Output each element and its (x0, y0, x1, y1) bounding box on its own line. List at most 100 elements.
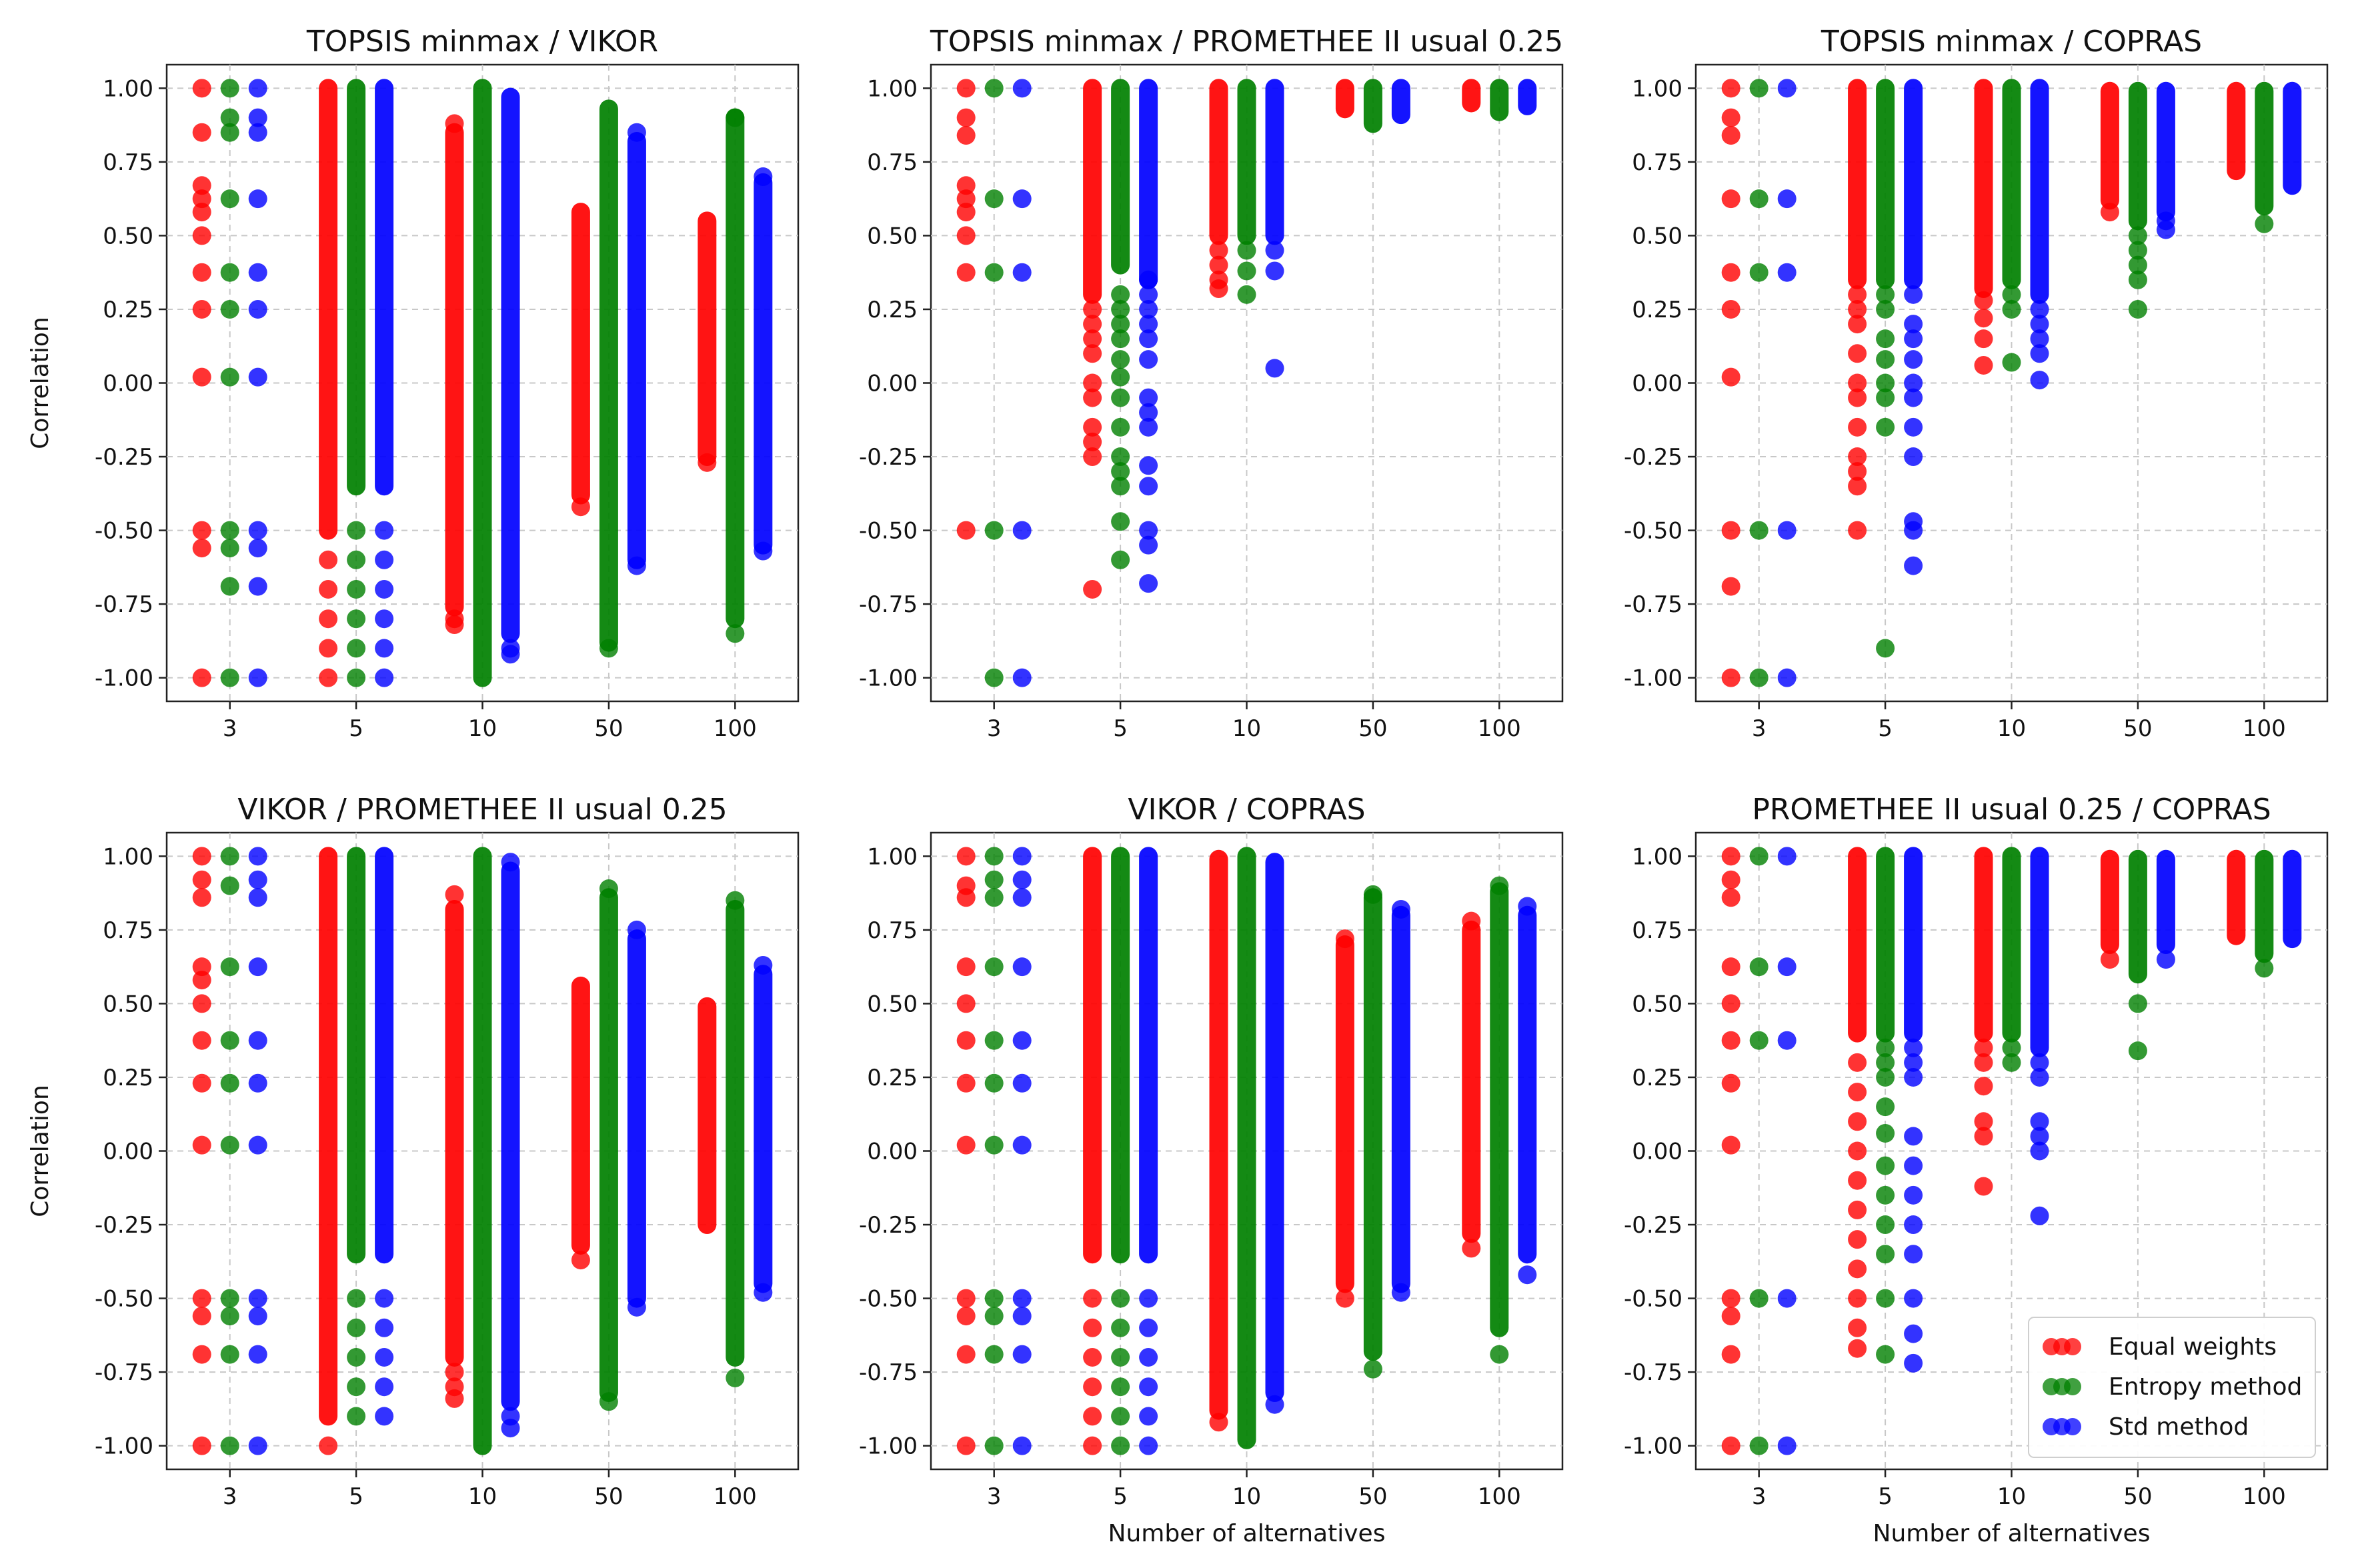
y-tick-label: 1.00 (103, 843, 153, 870)
data-point (192, 1345, 211, 1364)
data-band (2283, 849, 2302, 949)
data-point (1391, 899, 1410, 919)
data-point (1876, 1038, 1895, 1057)
y-tick-label: -0.25 (859, 444, 918, 471)
data-point (1848, 1200, 1867, 1219)
data-point (248, 263, 267, 282)
data-point (248, 1073, 267, 1093)
data-point (220, 367, 239, 387)
data-point (1139, 1436, 1158, 1455)
data-point (956, 79, 976, 98)
legend-marker (2064, 1418, 2081, 1435)
data-band (2156, 849, 2175, 955)
y-tick-label: -0.50 (859, 518, 918, 545)
data-point (2100, 203, 2119, 222)
data-point (248, 957, 267, 977)
x-tick-label: 3 (223, 715, 237, 742)
data-point (319, 639, 338, 658)
y-tick-label: 0.50 (867, 991, 918, 1017)
data-point (1876, 373, 1895, 393)
data-point (2128, 255, 2147, 275)
data-point (1974, 329, 1993, 349)
data-band (599, 888, 618, 1403)
data-point (984, 189, 1004, 209)
data-band (726, 108, 745, 629)
data-point (1848, 1083, 1867, 1102)
data-point (501, 853, 520, 872)
data-point (220, 539, 239, 558)
data-point (375, 668, 394, 687)
data-point (1974, 309, 1993, 328)
panel: 1.00 0.75 0.50 0.25 0.00 -0.25 -0.50 -0.75 -1.00… (859, 25, 1564, 742)
data-point (1012, 1289, 1032, 1308)
x-tick-label: 100 (2243, 1483, 2286, 1510)
data-point (1462, 911, 1481, 931)
data-point (1848, 388, 1867, 407)
data-point (2030, 299, 2049, 319)
panel-title: PROMETHEE II usual 0.25 / COPRAS (1752, 793, 2271, 827)
data-point (2128, 299, 2147, 319)
data-band (627, 929, 646, 1308)
data-point (2030, 1127, 2049, 1146)
data-point (1518, 897, 1537, 916)
data-band (501, 861, 520, 1411)
data-band (2030, 847, 2049, 1057)
data-point (984, 957, 1004, 977)
data-point (571, 497, 590, 517)
data-point (1139, 1347, 1158, 1367)
data-band (627, 131, 646, 569)
data-point (1848, 1053, 1867, 1072)
data-point (956, 847, 976, 866)
data-band (1848, 79, 1867, 289)
data-point (956, 1436, 976, 1455)
data-point (1974, 1177, 1993, 1196)
data-point (319, 1436, 338, 1455)
data-point (754, 1283, 773, 1302)
data-point (1083, 344, 1102, 363)
panel: 1.00 0.75 0.50 0.25 0.00 -0.25 -0.50 -0.75 -1.00… (27, 25, 800, 742)
data-point (1749, 189, 1769, 209)
data-point (2030, 315, 2049, 334)
data-band (754, 965, 773, 1293)
data-point (1721, 299, 1740, 319)
data-point (956, 957, 976, 977)
data-point (220, 876, 239, 895)
data-point (192, 847, 211, 866)
data-point (2156, 220, 2175, 239)
data-point (1904, 315, 1923, 334)
data-point (1904, 1156, 1923, 1175)
data-point (248, 299, 267, 319)
data-point (1777, 847, 1797, 866)
data-point (754, 955, 773, 975)
data-point (319, 579, 338, 599)
data-point (1876, 639, 1895, 658)
data-point (1848, 447, 1867, 467)
data-point (1721, 847, 1740, 866)
data-point (1111, 1289, 1130, 1308)
data-point (347, 1347, 366, 1367)
data-point (698, 453, 717, 472)
data-point (1139, 329, 1158, 349)
data-point (1111, 550, 1130, 569)
data-point (1876, 1156, 1895, 1175)
data-point (956, 263, 976, 282)
legend: Equal weights Entropy method Std method (2028, 1317, 2316, 1458)
data-point (1083, 432, 1102, 451)
data-point (956, 226, 976, 245)
data-band (571, 976, 590, 1255)
data-point (347, 550, 366, 569)
data-point (1904, 1067, 1923, 1087)
data-point (2030, 1112, 2049, 1131)
data-point (627, 1297, 646, 1317)
data-point (956, 888, 976, 907)
legend-marker (2064, 1338, 2081, 1355)
data-point (1363, 885, 1382, 904)
data-point (1848, 477, 1867, 496)
y-tick-label: -1.00 (859, 665, 918, 692)
data-point (248, 1031, 267, 1050)
data-point (1876, 1245, 1895, 1264)
data-point (220, 108, 239, 127)
data-point (1265, 261, 1284, 281)
data-point (599, 879, 618, 899)
